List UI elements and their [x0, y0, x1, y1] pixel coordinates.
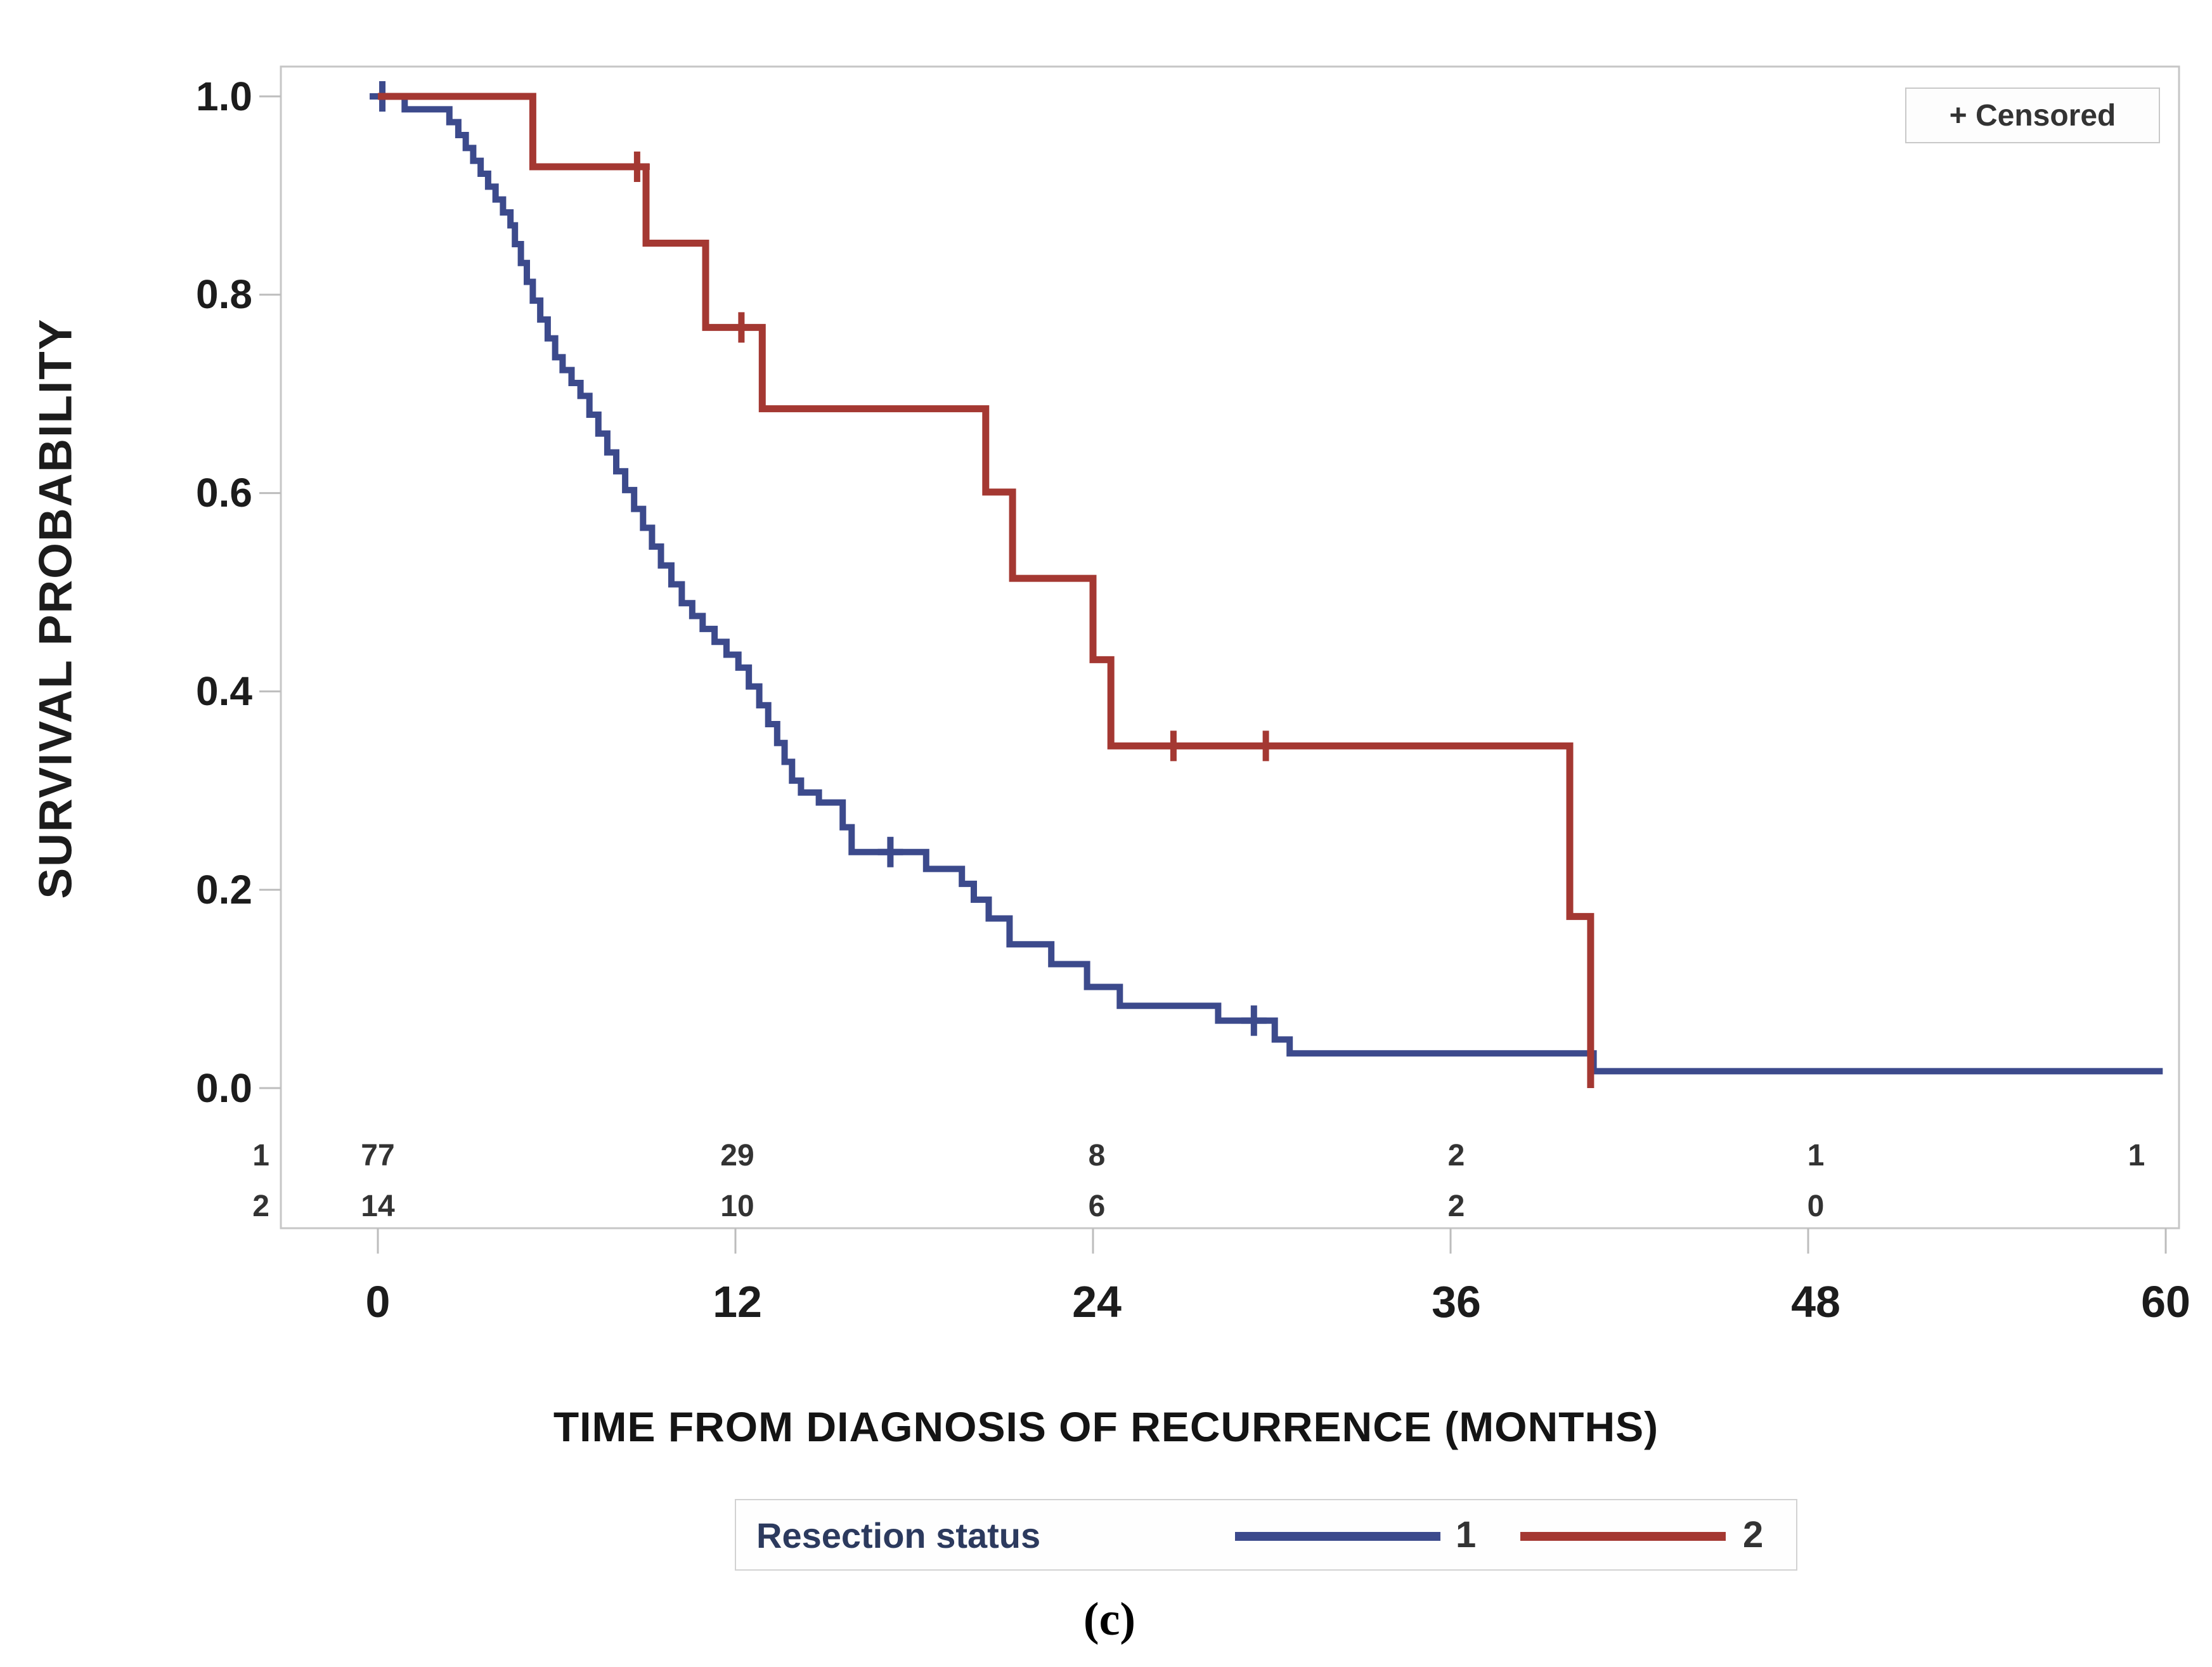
x-tick-label: 48 [1791, 1277, 1840, 1326]
y-tick-label: 0.6 [196, 470, 252, 516]
x-tick-label: 0 [365, 1277, 391, 1326]
x-tick-label: 24 [1072, 1277, 1122, 1326]
at-risk-value: 6 [1088, 1190, 1106, 1223]
y-tick-label: 0.2 [196, 867, 252, 912]
at-risk-value: 8 [1088, 1139, 1106, 1172]
at-risk-value: 14 [361, 1190, 395, 1223]
series-legend: Resection status 1 2 [735, 1499, 1797, 1571]
x-tick-label: 36 [1432, 1277, 1481, 1326]
at-risk-value: 1 [1807, 1139, 1825, 1172]
at-risk-row-label: 2 [252, 1190, 269, 1223]
y-tick-label: 0.8 [196, 271, 252, 317]
figure-caption: (c) [1083, 1593, 1136, 1645]
y-axis-title: SURVIVAL PROBABILITY [30, 318, 82, 899]
plot-frame [280, 65, 2180, 1229]
survival-curve-series-2 [378, 93, 1594, 1088]
at-risk-value: 1 [2128, 1139, 2145, 1172]
y-axis-title-wrap: SURVIVAL PROBABILITY [0, 318, 424, 898]
at-risk-value: 29 [720, 1139, 754, 1172]
at-risk-value: 10 [720, 1190, 754, 1223]
legend-title: Resection status [756, 1515, 1041, 1555]
y-tick-label: 0.4 [196, 668, 252, 714]
legend-entry-label: 2 [1743, 1514, 1764, 1555]
legend-entry-label: 1 [1456, 1514, 1477, 1555]
at-risk-value: 77 [361, 1139, 395, 1172]
legend-line-swatch-series1 [1235, 1532, 1440, 1541]
x-tick-label: 60 [2141, 1277, 2190, 1326]
at-risk-value: 0 [1807, 1190, 1825, 1223]
y-tick-label: 1.0 [196, 74, 252, 119]
y-tick-label: 0.0 [196, 1065, 252, 1111]
x-axis-title: TIME FROM DIAGNOSIS OF RECURRENCE (MONTH… [553, 1403, 1659, 1450]
survival-curve-series-1 [378, 93, 2163, 1075]
at-risk-row-label: 1 [252, 1139, 269, 1172]
at-risk-value: 2 [1447, 1139, 1465, 1172]
x-tick-label: 12 [713, 1277, 762, 1326]
at-risk-value: 2 [1447, 1190, 1465, 1223]
censored-legend: + Censored [1905, 88, 2160, 143]
legend-line-swatch-series2 [1520, 1532, 1726, 1541]
